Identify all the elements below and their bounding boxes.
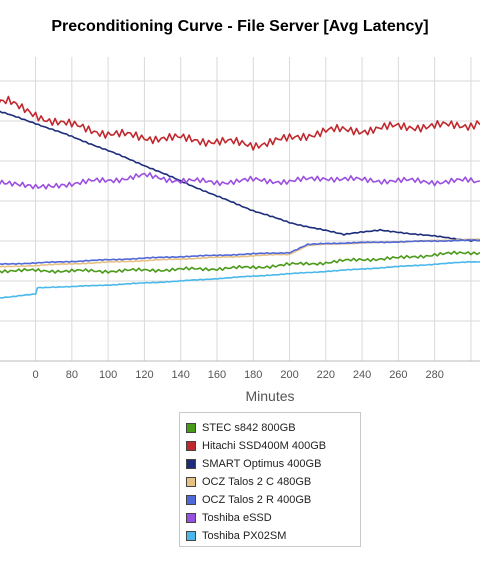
grid xyxy=(0,57,480,362)
x-tick-label: 80 xyxy=(66,369,78,381)
legend-swatch xyxy=(186,423,196,433)
x-axis-ticks: 0 80 100 120 140 160 180 200 220 240 260 280 xyxy=(32,369,443,381)
series-line-1 xyxy=(0,250,480,274)
x-tick-label: 260 xyxy=(389,369,407,381)
legend-swatch xyxy=(186,459,196,469)
legend-item: Hitachi SSD400M 400GB xyxy=(186,437,360,455)
x-tick-label: 220 xyxy=(317,369,335,381)
series-line-3 xyxy=(0,110,480,242)
legend-label: SMART Optimus 400GB xyxy=(202,458,322,470)
legend-swatch xyxy=(186,477,196,487)
legend-label: Toshiba PX02SM xyxy=(202,530,287,542)
legend-label: STEC s842 800GB xyxy=(202,422,296,434)
legend-item: OCZ Talos 2 R 400GB xyxy=(186,491,360,509)
legend-label: Hitachi SSD400M 400GB xyxy=(202,440,327,452)
x-tick-label: 200 xyxy=(280,369,298,381)
x-tick-label: 280 xyxy=(425,369,443,381)
chart-legend: STEC s842 800GB Hitachi SSD400M 400GB SMAR… xyxy=(179,412,361,547)
legend-swatch xyxy=(186,441,196,451)
legend-label: OCZ Talos 2 R 400GB xyxy=(202,494,312,506)
x-tick-label: 160 xyxy=(208,369,226,381)
x-tick-label: 120 xyxy=(135,369,153,381)
x-tick-label: 180 xyxy=(244,369,262,381)
chart-title: Preconditioning Curve - File Server [Avg… xyxy=(51,18,429,35)
series-line-7 xyxy=(0,260,480,299)
series-line-2 xyxy=(0,95,480,151)
legend-item: OCZ Talos 2 C 480GB xyxy=(186,473,360,491)
x-tick-label: 0 xyxy=(32,369,38,381)
legend-swatch xyxy=(186,513,196,523)
legend-item: STEC s842 800GB xyxy=(186,419,360,437)
legend-swatch xyxy=(186,495,196,505)
legend-item: SMART Optimus 400GB xyxy=(186,455,360,473)
series-line-6 xyxy=(0,172,480,190)
x-tick-label: 240 xyxy=(353,369,371,381)
series-line-5 xyxy=(0,238,480,266)
x-tick-label: 140 xyxy=(172,369,190,381)
series-lines xyxy=(0,95,480,299)
legend-swatch xyxy=(186,531,196,541)
legend-label: OCZ Talos 2 C 480GB xyxy=(202,476,312,488)
legend-item: Toshiba eSSD xyxy=(186,509,360,527)
legend-label: Toshiba eSSD xyxy=(202,512,272,524)
x-tick-label: 100 xyxy=(99,369,117,381)
legend-item: Toshiba PX02SM xyxy=(186,527,360,545)
x-axis-title: Minutes xyxy=(245,388,294,404)
